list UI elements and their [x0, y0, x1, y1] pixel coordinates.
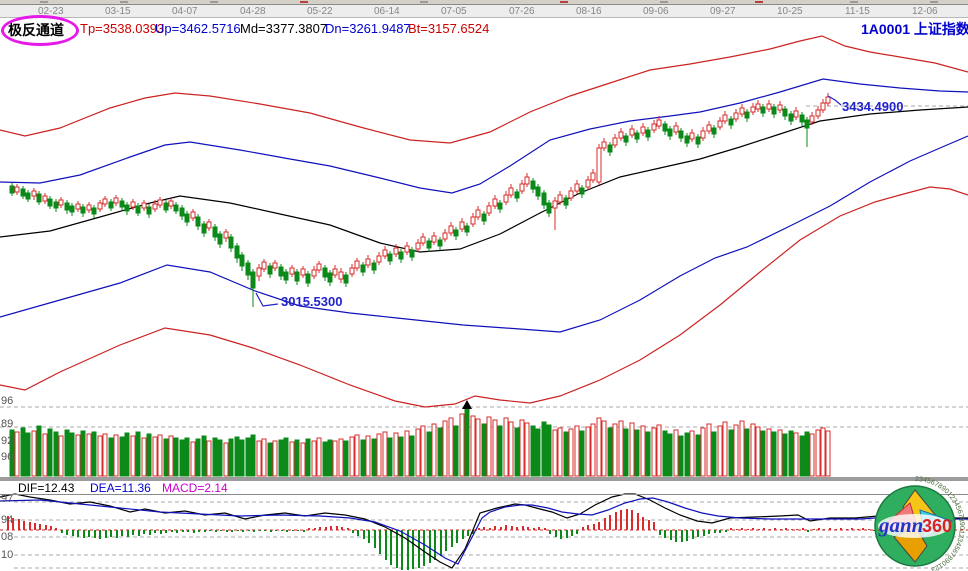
- volume-axis-tick: 89: [1, 418, 14, 430]
- macd-axis-tick: 08: [1, 531, 14, 543]
- channel-param-dn: Dn=3261.9487: [325, 21, 411, 36]
- toolbar-icon-fragment: [660, 1, 668, 3]
- symbol-label: 1A0001 上证指数: [861, 21, 968, 37]
- date-tick: 12-06: [912, 6, 938, 17]
- toolbar-icon-fragment: [420, 1, 428, 3]
- annotation-recent-high: 3434.4900: [842, 99, 904, 114]
- toolbar-remnant: [0, 0, 968, 5]
- channel-param-md: Md=3377.3807: [240, 21, 328, 36]
- date-tick: 11-15: [845, 6, 870, 17]
- macd-dif-value: DIF=12.43: [18, 481, 75, 495]
- volume-axis-tick: 92: [1, 435, 14, 447]
- toolbar-icon-fragment: [560, 1, 568, 3]
- toolbar-icon-fragment: [40, 1, 48, 3]
- date-tick: 09-06: [643, 6, 669, 17]
- toolbar-icon-fragment: [210, 1, 218, 3]
- channel-param-up: Up=3462.5716: [155, 21, 241, 36]
- indicator-highlight-ellipse: [1, 15, 79, 46]
- date-tick: 02-23: [38, 6, 64, 17]
- date-tick: 05-22: [307, 6, 333, 17]
- channel-param-tp: Tp=3538.0393: [80, 21, 165, 36]
- annotation-swing-low: 3015.5300: [281, 294, 343, 309]
- date-tick: 04-28: [240, 6, 266, 17]
- logo-text-gann: gann: [878, 513, 923, 537]
- macd-axis-tick: 94: [1, 514, 14, 526]
- date-tick: 06-14: [374, 6, 400, 17]
- channel-param-bt: Bt=3157.6524: [408, 21, 490, 36]
- date-tick: 03-15: [105, 6, 131, 17]
- macd-axis-tick: 10: [1, 549, 14, 561]
- logo-text-backing: [878, 514, 950, 538]
- logo-text-360: 360: [922, 516, 952, 536]
- volume-axis-tick: 96: [1, 395, 14, 407]
- date-tick: 07-26: [509, 6, 535, 17]
- date-tick: 04-07: [172, 6, 198, 17]
- date-axis: 02-23 03-15 04-07 04-28 05-22 06-14 07-0…: [0, 5, 968, 18]
- date-tick: 08-16: [576, 6, 602, 17]
- toolbar-icon-fragment: [850, 1, 858, 3]
- volume-axis-tick: 96: [1, 451, 14, 463]
- toolbar-icon-fragment: [755, 1, 763, 3]
- toolbar-icon-fragment: [930, 1, 938, 3]
- macd-dea-value: DEA=11.36: [90, 481, 151, 495]
- gann360-logo: 23456789012345678901234567890123 gann 36…: [874, 476, 965, 571]
- macd-axis-tick: 97: [1, 493, 14, 505]
- toolbar-icon-fragment: [120, 1, 128, 3]
- toolbar-icon-fragment: [300, 1, 308, 3]
- macd-hist-value: MACD=2.14: [162, 481, 228, 495]
- date-tick: 07-05: [441, 6, 467, 17]
- date-tick: 09-27: [710, 6, 736, 17]
- date-tick: 10-25: [777, 6, 803, 17]
